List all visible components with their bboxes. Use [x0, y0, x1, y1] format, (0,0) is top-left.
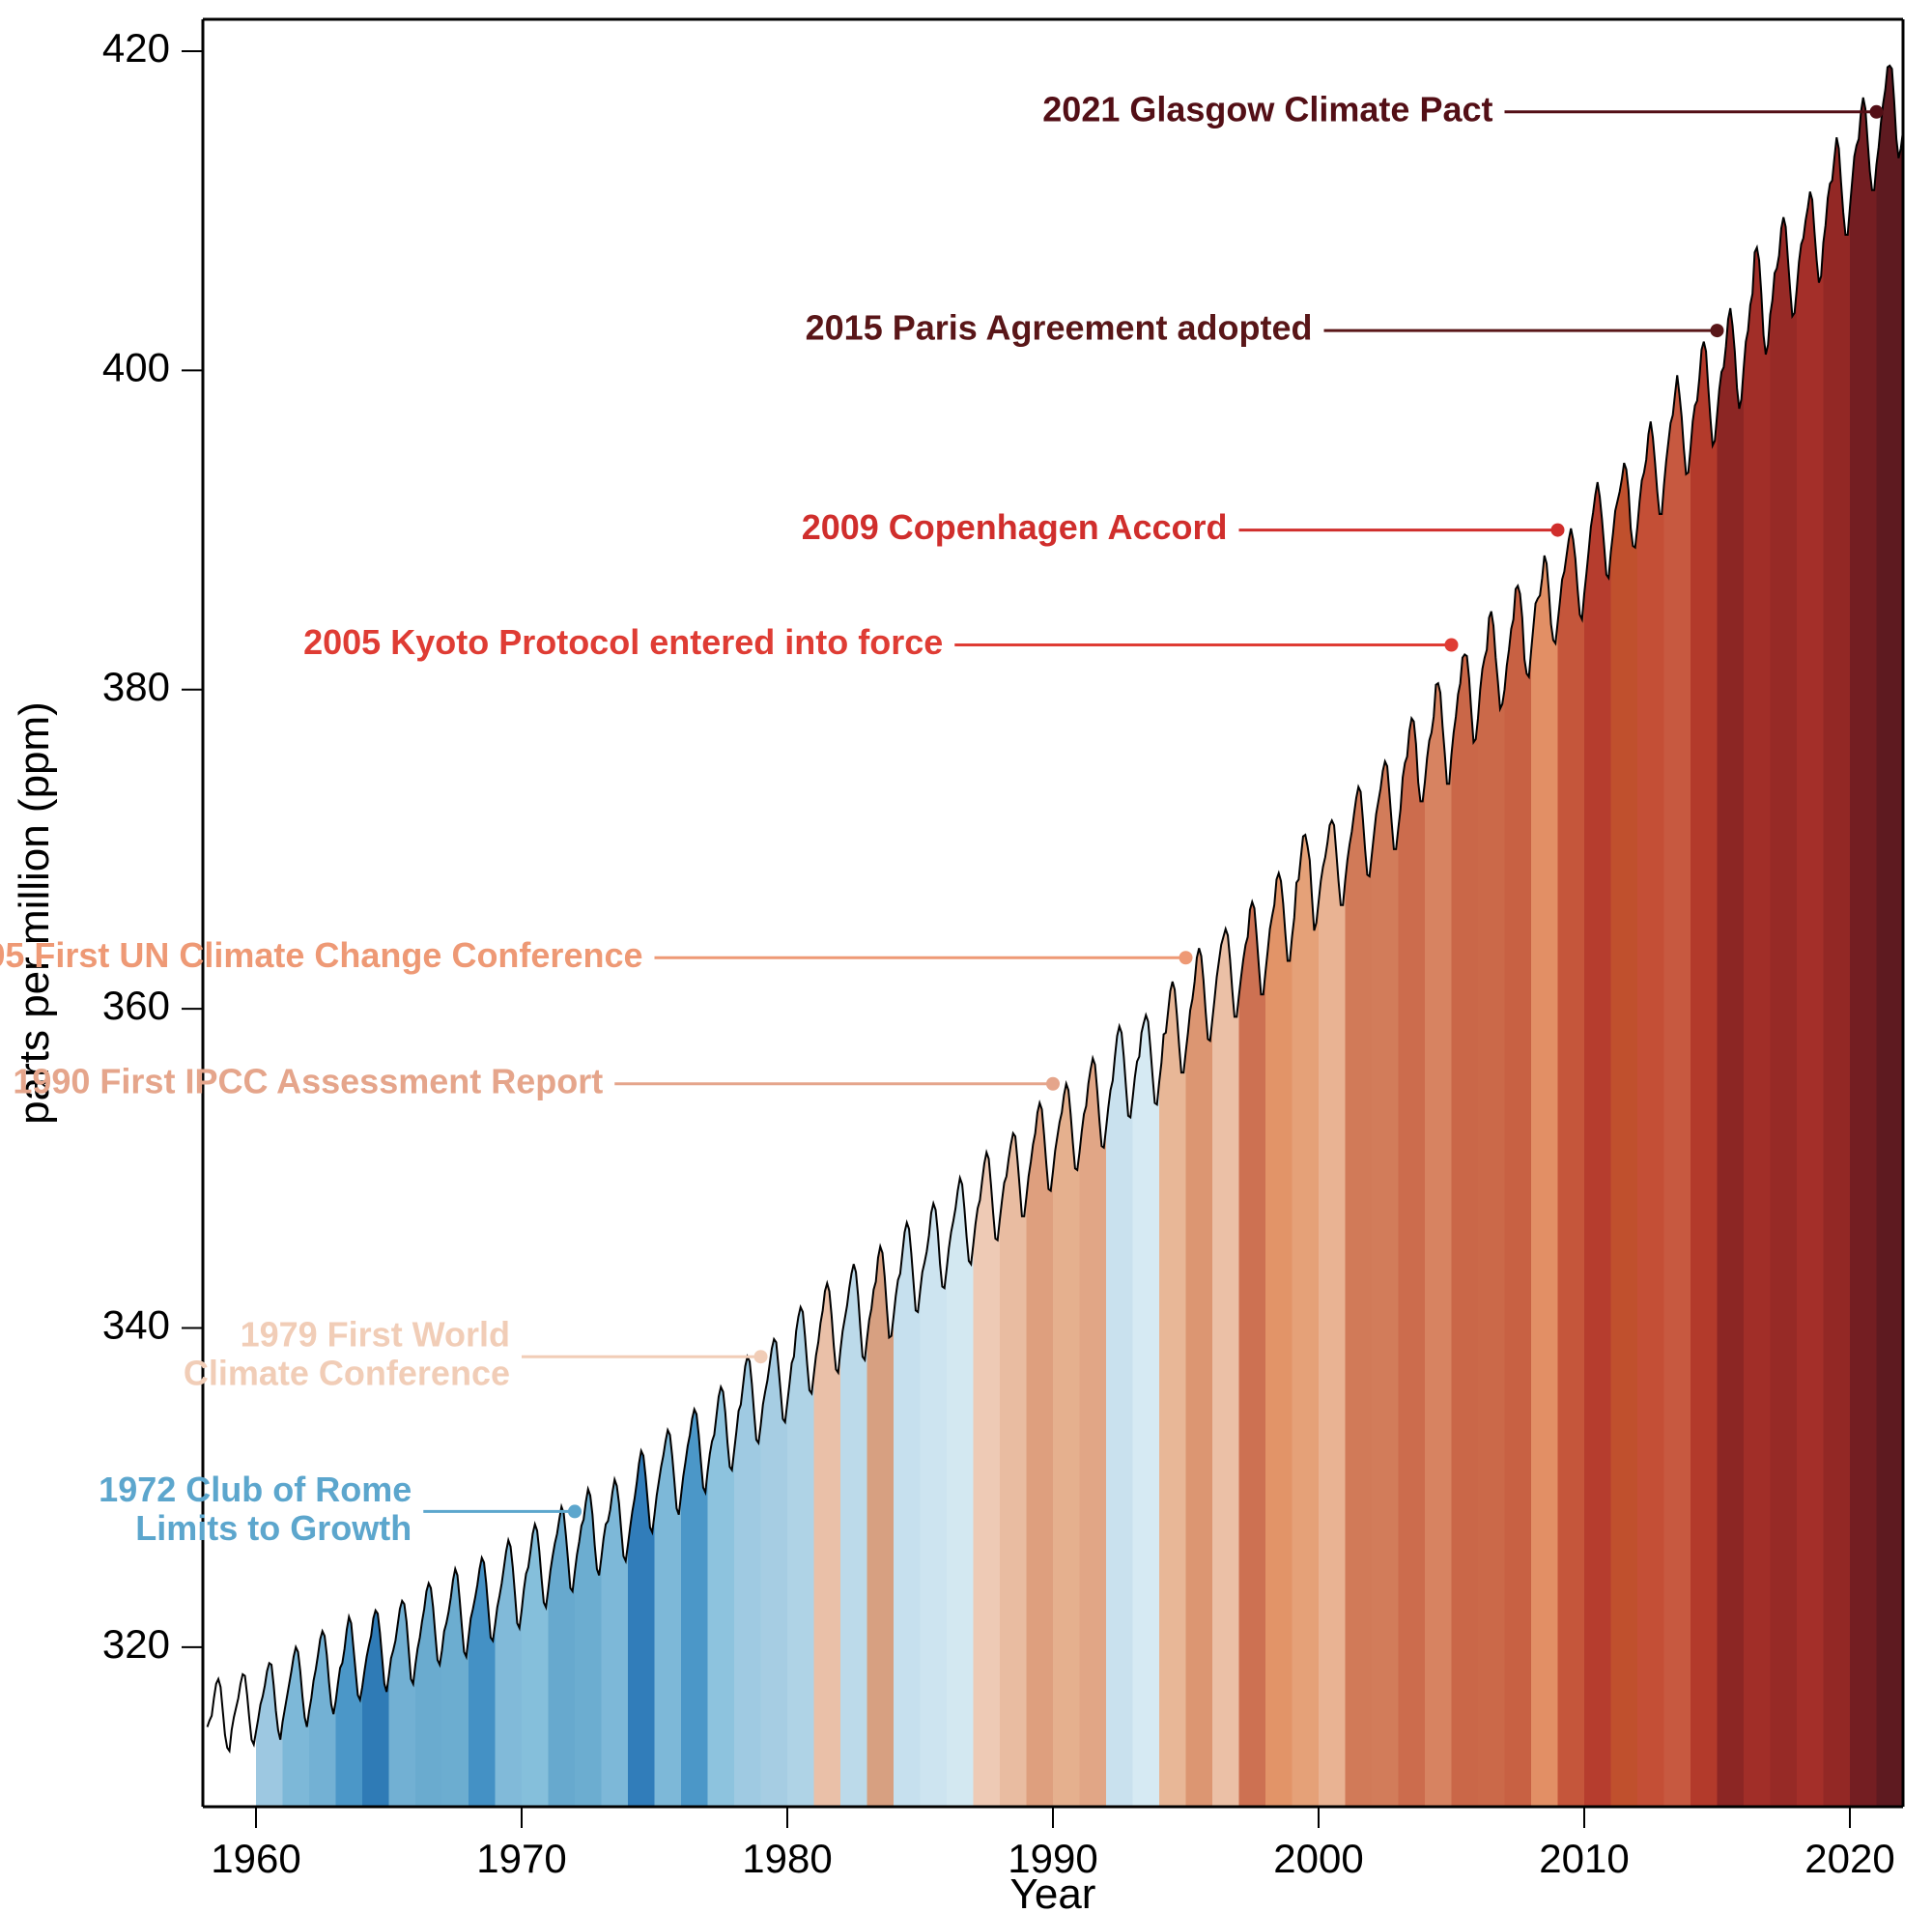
stripe [840, 1264, 867, 1807]
annotation-label: Climate Conference [184, 1354, 510, 1393]
stripe [1611, 463, 1638, 1807]
y-tick-label: 360 [102, 983, 170, 1028]
annotation-label: 2015 Paris Agreement adopted [806, 308, 1313, 348]
stripe [1159, 982, 1186, 1807]
y-tick-label: 400 [102, 344, 170, 389]
stripe [1797, 191, 1824, 1807]
x-tick-label: 2000 [1273, 1836, 1363, 1881]
stripe [708, 1387, 735, 1807]
stripe [1133, 1015, 1160, 1807]
x-tick-label: 2010 [1539, 1836, 1629, 1881]
stripe [921, 1204, 948, 1807]
stripe [1718, 308, 1745, 1807]
annotation-label: 2021 Glasgow Climate Pact [1042, 89, 1492, 128]
y-tick-label: 420 [102, 25, 170, 71]
stripe [1186, 948, 1213, 1807]
stripe [1850, 98, 1877, 1807]
stripe [1080, 1058, 1107, 1807]
stripe [947, 1178, 974, 1807]
stripe [1877, 66, 1904, 1807]
stripe [814, 1283, 841, 1807]
annotation-label: 1990 First IPCC Assessment Report [13, 1061, 603, 1100]
stripe [362, 1611, 389, 1807]
x-tick-label: 1970 [476, 1836, 566, 1881]
stripe [1053, 1084, 1080, 1807]
stripe [1824, 137, 1851, 1807]
annotation-label: 1972 Club of Rome [99, 1470, 412, 1509]
y-tick-label: 320 [102, 1621, 170, 1667]
stripe [1399, 718, 1426, 1807]
stripe [1293, 835, 1320, 1807]
stripe [336, 1616, 363, 1807]
stripe [496, 1540, 523, 1807]
stripe [1637, 421, 1664, 1807]
stripe [1584, 482, 1611, 1807]
stripe [628, 1451, 655, 1807]
y-tick-label: 380 [102, 664, 170, 709]
stripe [1000, 1133, 1027, 1807]
stripe [1265, 873, 1293, 1807]
stripe [442, 1569, 469, 1807]
y-tick-label: 340 [102, 1302, 170, 1348]
stripe [575, 1489, 602, 1807]
stripe [1478, 612, 1505, 1807]
x-tick-label: 2020 [1804, 1836, 1894, 1881]
chart-container: 3203403603804004201960197019801990200020… [0, 0, 1932, 1913]
stripe [1372, 761, 1399, 1807]
stripe [1664, 375, 1691, 1807]
annotation-label: 1995 First UN Climate Change Conference [0, 935, 643, 975]
annotation-label: 2005 Kyoto Protocol entered into force [303, 622, 943, 662]
stripe [1346, 787, 1373, 1807]
stripe [1744, 247, 1771, 1807]
annotation-label: 2009 Copenhagen Accord [802, 507, 1228, 547]
stripe [1239, 901, 1266, 1807]
stripe [761, 1339, 788, 1807]
stripe [1558, 528, 1585, 1807]
stripe [1319, 820, 1346, 1807]
chart-svg: 3203403603804004201960197019801990200020… [0, 0, 1932, 1913]
stripe [309, 1631, 336, 1807]
stripe [522, 1525, 549, 1807]
stripe [787, 1307, 814, 1807]
stripe [867, 1246, 895, 1807]
stripe [1212, 929, 1239, 1807]
stripe [469, 1557, 496, 1807]
stripe [389, 1601, 416, 1807]
stripe [1106, 1026, 1133, 1807]
stripe [1027, 1103, 1054, 1807]
stripe [1505, 585, 1532, 1807]
stripe [1531, 556, 1558, 1807]
annotation-label: 1979 First World [241, 1315, 510, 1355]
stripe [1690, 342, 1718, 1807]
stripe [549, 1506, 576, 1807]
stripe [1452, 654, 1479, 1807]
x-tick-label: 1980 [742, 1836, 832, 1881]
stripe [283, 1647, 310, 1807]
stripe [415, 1584, 442, 1807]
stripe [1771, 217, 1798, 1807]
stripe [1425, 683, 1452, 1807]
x-tick-label: 1960 [211, 1836, 300, 1881]
x-axis-title: Year [1010, 1870, 1096, 1913]
annotation-label: Limits to Growth [135, 1508, 412, 1548]
stripe [974, 1153, 1001, 1807]
